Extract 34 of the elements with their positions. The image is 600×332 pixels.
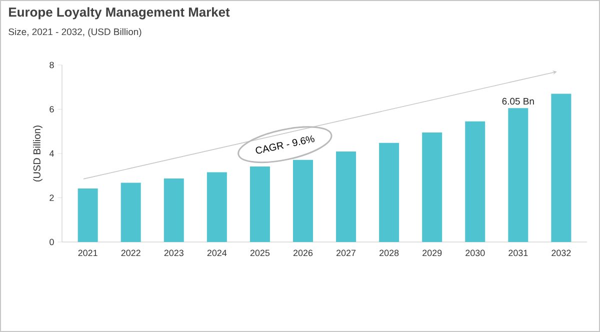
x-tick-label: 2022 <box>121 250 140 256</box>
bar <box>336 152 356 242</box>
x-tick-label: 2025 <box>250 250 270 256</box>
x-tick-label: 2027 <box>336 250 356 256</box>
annotation: CAGR - 9.6% <box>256 135 314 154</box>
y-tick-label: 4 <box>49 150 54 157</box>
x-tick-label: 2026 <box>293 250 313 256</box>
x-tick-label: 2032 <box>552 250 571 256</box>
y-axis-title: (USD Billion) <box>33 126 42 182</box>
y-tick-label: 8 <box>50 62 54 68</box>
bar <box>292 160 313 242</box>
y-tick-label: 0 <box>50 238 54 246</box>
bar <box>250 166 270 242</box>
x-tick-label: 2028 <box>380 250 399 256</box>
bar <box>164 178 184 242</box>
bar <box>508 108 528 242</box>
chart-subtitle: Size, 2021 - 2032, (USD Billion) <box>8 28 142 38</box>
x-tick-label: 2030 <box>466 250 485 256</box>
x-tick-label: 2021 <box>78 250 98 256</box>
x-tick-label: 2024 <box>207 250 227 256</box>
x-tick-label: 2023 <box>164 250 184 256</box>
y-tick-label: 2 <box>50 194 54 201</box>
data-label: 6.05 Bn <box>502 98 534 105</box>
x-tick-label: 2031 <box>508 250 528 256</box>
bar <box>551 94 572 242</box>
bar <box>422 132 442 242</box>
chart-title: Europe Loyalty Management Market <box>9 7 230 20</box>
bar <box>120 182 141 242</box>
x-tick-label: 2029 <box>422 250 442 256</box>
y-tick-label: 6 <box>50 106 54 112</box>
bar <box>465 121 486 242</box>
bar <box>379 142 400 242</box>
bar <box>206 172 227 242</box>
bar <box>78 188 98 242</box>
